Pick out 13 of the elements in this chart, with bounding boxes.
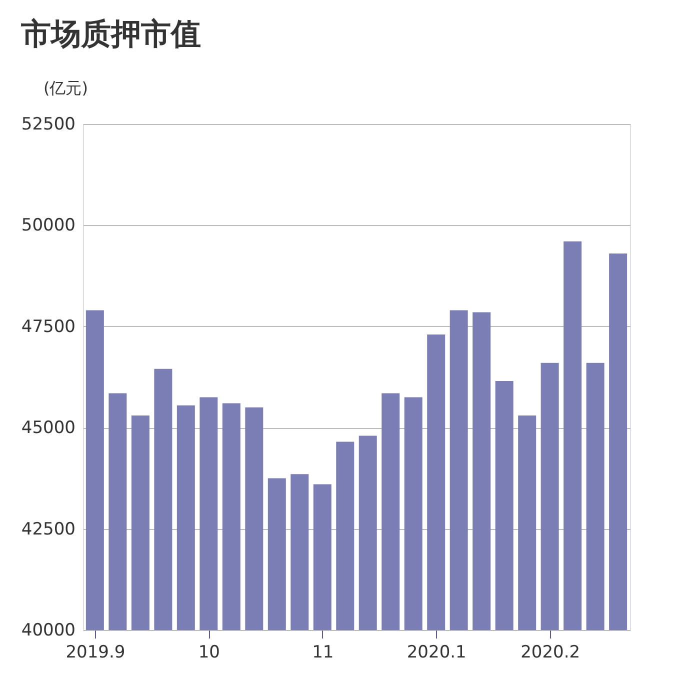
y-axis-title: (亿元) (44, 78, 88, 98)
y-tick-label: 40000 (21, 620, 76, 640)
x-tick-label: 11 (312, 642, 334, 662)
x-tick-label: 2019.9 (66, 642, 126, 662)
x-tick-label: 2020.2 (520, 642, 580, 662)
y-tick-label: 52500 (21, 114, 76, 134)
y-tick-label: 47500 (21, 316, 76, 337)
x-tick-label: 10 (198, 642, 220, 662)
x-tick-label: 2020.1 (406, 642, 466, 662)
y-tick-label: 45000 (21, 418, 76, 438)
y-tick-label: 50000 (21, 216, 76, 236)
chart-title: 市场质押市值 (20, 17, 201, 52)
y-tick-label: 42500 (21, 519, 76, 540)
